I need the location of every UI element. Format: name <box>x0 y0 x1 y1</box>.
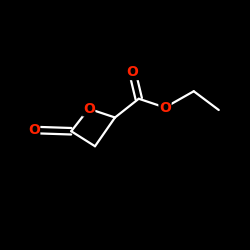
Text: O: O <box>159 100 171 114</box>
Text: O: O <box>126 66 138 80</box>
Text: O: O <box>28 123 40 137</box>
Text: O: O <box>83 102 95 116</box>
